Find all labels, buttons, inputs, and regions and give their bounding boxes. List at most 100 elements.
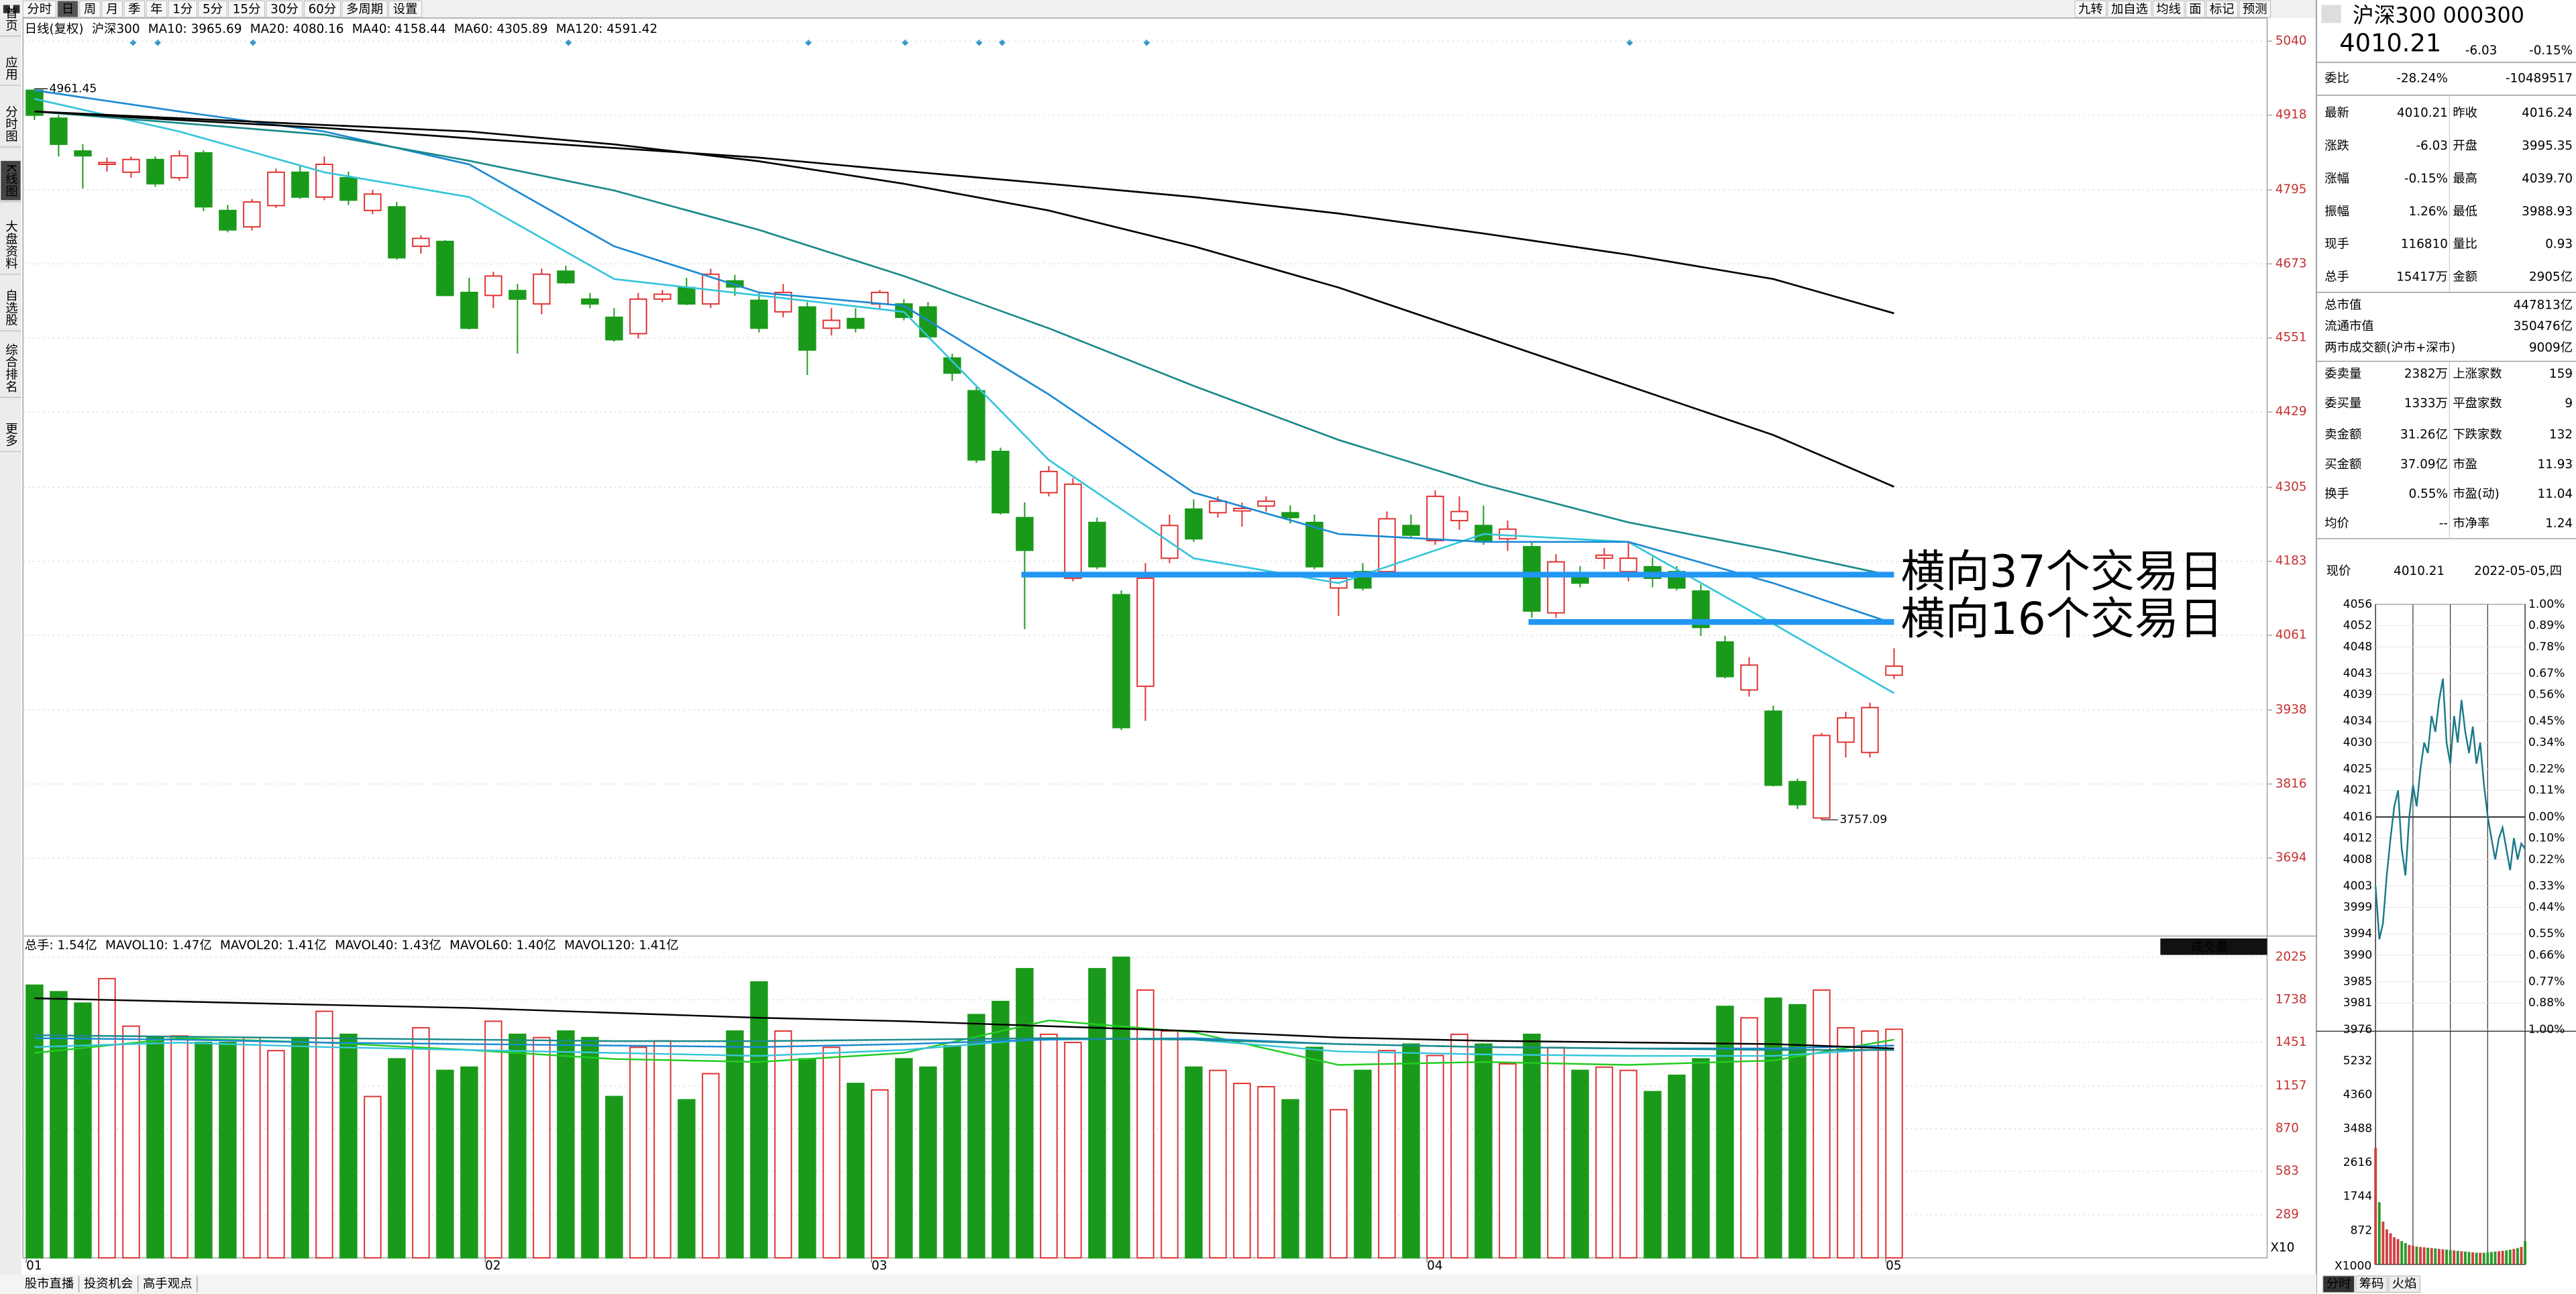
candle-body [436, 240, 454, 296]
period-button[interactable]: 季 [128, 3, 140, 17]
sidebar-item[interactable]: 首页 [3, 7, 17, 32]
period-button[interactable]: 年 [150, 3, 162, 17]
panel-icon[interactable] [2321, 5, 2341, 23]
intraday-volume-bar [2377, 1202, 2381, 1264]
intraday-volume-bar [2411, 1246, 2414, 1264]
chart-tab[interactable]: 分时 [2326, 1277, 2351, 1291]
chart-tab-bg[interactable] [2388, 1275, 2420, 1293]
candle-body [1595, 554, 1613, 559]
intraday-volume-bar [2456, 1250, 2459, 1264]
period-button[interactable]: 日 [62, 3, 74, 17]
tool-button-bg[interactable] [2074, 0, 2107, 18]
period-button[interactable]: 1分 [172, 3, 193, 17]
period-button-bg[interactable] [79, 0, 101, 18]
candle-body [581, 298, 599, 305]
bottom-tab[interactable]: 股市直播 [25, 1277, 74, 1291]
sidebar-item[interactable]: 更多 [3, 422, 17, 447]
chart-tab-bg[interactable] [2322, 1275, 2355, 1293]
period-button-bg[interactable] [57, 0, 78, 18]
chart-tab-bg[interactable] [2355, 1275, 2387, 1293]
tool-button[interactable]: 加自选 [2111, 3, 2148, 17]
period-button-bg[interactable] [341, 0, 388, 18]
period-button-bg[interactable] [146, 0, 168, 18]
volume-bar [1813, 989, 1831, 1259]
tool-button-bg[interactable] [2152, 0, 2185, 18]
y-tick-label: 4183 [2275, 554, 2307, 568]
sidebar-item[interactable]: 综合排名 [3, 343, 17, 392]
period-button[interactable]: 5分 [203, 3, 223, 17]
sidebar-item[interactable]: 分时图 [3, 105, 17, 142]
period-button[interactable]: 分时 [27, 3, 52, 17]
period-button-bg[interactable] [303, 0, 341, 18]
tool-button[interactable]: 标记 [2210, 3, 2235, 17]
chart-tab[interactable]: 火焰 [2392, 1277, 2417, 1291]
y-tick-label: 4012 [2343, 832, 2373, 845]
tool-button-bg[interactable] [2206, 0, 2239, 18]
bottom-tab[interactable]: 投资机会 [84, 1277, 133, 1291]
tool-button-bg[interactable] [2239, 0, 2271, 18]
tool-button[interactable]: 九转 [2078, 3, 2103, 17]
chart-tab[interactable]: 筹码 [2359, 1277, 2384, 1291]
volume-bar [219, 1042, 237, 1259]
ma-line [34, 110, 1894, 315]
sidebar-item[interactable]: 大盘资料 [3, 220, 17, 269]
y-tick-label: 4551 [2275, 331, 2307, 345]
y-tick-label: 4016 [2343, 810, 2373, 824]
tool-button[interactable]: 均线 [2156, 3, 2181, 17]
intraday-volume-bar [2408, 1244, 2411, 1264]
candle-body [1547, 561, 1565, 614]
volume-button[interactable]: 成交量 [2191, 940, 2228, 954]
y-tick-label: 4673 [2275, 256, 2307, 270]
bottom-tab[interactable]: 高手观点 [143, 1277, 192, 1291]
period-button[interactable]: 设置 [393, 3, 418, 17]
tool-button[interactable]: 预测 [2243, 3, 2267, 17]
sidebar-item[interactable]: 应用 [3, 56, 17, 80]
period-button-bg[interactable] [228, 0, 266, 18]
candle-body [1426, 495, 1444, 541]
ma-line [34, 110, 1894, 488]
sidebar-item[interactable]: K线图 [3, 164, 17, 197]
volume-button-bg[interactable] [2160, 938, 2267, 955]
period-button[interactable]: 周 [84, 3, 96, 17]
quote-label: 金额 [2453, 270, 2477, 284]
volume-bar [74, 1002, 92, 1259]
quote-label: 涨跌 [2324, 139, 2349, 153]
y-tick-label: 3816 [2275, 777, 2307, 791]
period-button-bg[interactable] [101, 0, 123, 18]
quote-label: 涨幅 [2324, 172, 2349, 186]
quote-label: 总手 [2324, 270, 2349, 284]
period-button-bg[interactable] [168, 0, 197, 18]
tool-button-bg[interactable] [2107, 0, 2152, 18]
tool-button[interactable]: 面 [2189, 3, 2201, 17]
candle-body [1378, 518, 1396, 573]
intraday-volume-bar [2489, 1252, 2493, 1264]
vol-tick-label: 872 [2351, 1224, 2373, 1237]
stock-change: -6.03 [2465, 44, 2498, 58]
quote-value: 9009亿 [2529, 341, 2573, 355]
period-button-bg[interactable] [22, 0, 56, 18]
volume-bar [98, 977, 116, 1259]
quote-label: 委卖量 [2324, 367, 2361, 381]
nav-icons[interactable] [3, 5, 20, 13]
quote-label: 最高 [2453, 172, 2477, 186]
period-button-bg[interactable] [198, 0, 227, 18]
candle-body [1813, 735, 1831, 819]
period-button[interactable]: 30分 [270, 3, 299, 17]
candle-body [170, 155, 189, 178]
period-button[interactable]: 15分 [233, 3, 261, 17]
candle-body [943, 357, 961, 374]
volume-bar [847, 1083, 865, 1259]
volume-bar [1668, 1074, 1686, 1259]
quote-value: 3995.35 [2522, 139, 2573, 153]
sidebar-item[interactable]: 自选股 [3, 289, 17, 326]
ma-line [34, 89, 1894, 625]
pct-label: 0.22% [2528, 763, 2565, 776]
period-button-bg[interactable] [388, 0, 423, 18]
period-button[interactable]: 60分 [309, 3, 337, 17]
intraday-volume-bar [2389, 1233, 2392, 1264]
period-button-bg[interactable] [266, 0, 303, 18]
period-button[interactable]: 多周期 [346, 3, 383, 17]
tool-button-bg[interactable] [2185, 0, 2206, 18]
period-button-bg[interactable] [123, 0, 146, 18]
period-button[interactable]: 月 [106, 3, 118, 17]
